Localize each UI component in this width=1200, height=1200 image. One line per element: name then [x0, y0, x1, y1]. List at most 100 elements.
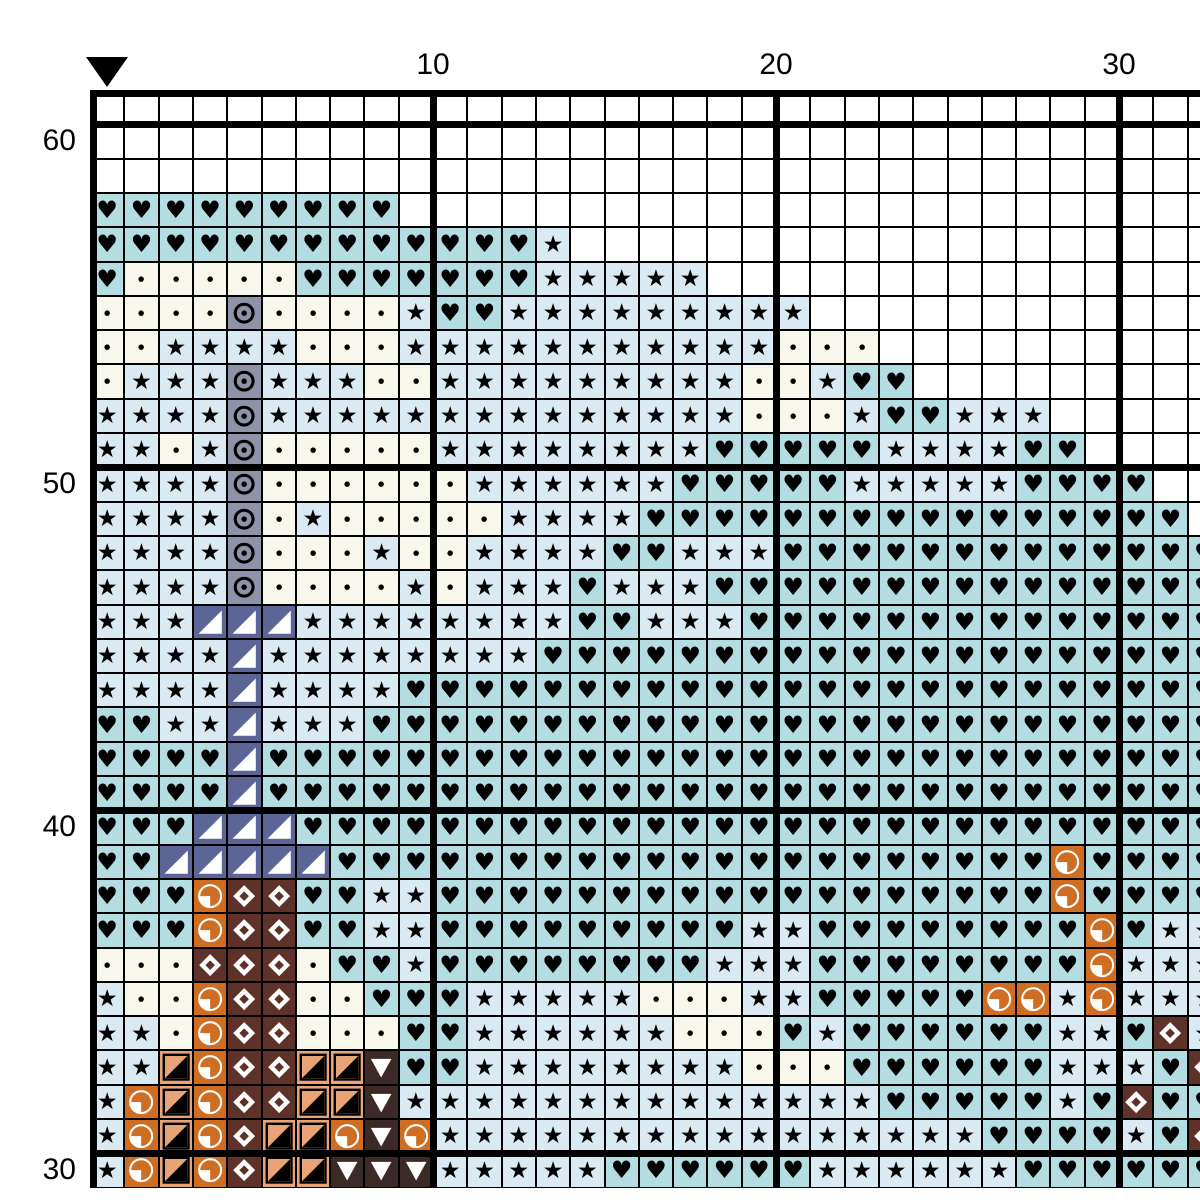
- stitch-cell[interactable]: ♥: [364, 981, 399, 1017]
- stitch-cell[interactable]: [878, 192, 914, 228]
- stitch-cell[interactable]: ★: [1153, 981, 1188, 1017]
- stitch-cell[interactable]: [467, 192, 502, 228]
- stitch-cell[interactable]: ♥: [981, 570, 1017, 605]
- stitch-cell[interactable]: ★: [433, 604, 468, 639]
- stitch-cell[interactable]: ♥: [776, 1016, 811, 1051]
- stitch-cell[interactable]: ♥: [398, 227, 433, 262]
- stitch-cell[interactable]: ♥: [741, 604, 776, 639]
- stitch-cell[interactable]: [295, 467, 331, 502]
- stitch-cell[interactable]: [604, 158, 639, 193]
- stitch-cell[interactable]: ♥: [1016, 1153, 1051, 1188]
- stitch-cell[interactable]: [741, 1016, 776, 1051]
- stitch-cell[interactable]: ★: [158, 398, 193, 433]
- stitch-cell[interactable]: [330, 1153, 365, 1188]
- stitch-cell[interactable]: ♥: [330, 947, 365, 982]
- stitch-cell[interactable]: ♥: [810, 981, 845, 1017]
- stitch-cell[interactable]: ★: [604, 330, 639, 365]
- stitch-cell[interactable]: [398, 467, 433, 502]
- stitch-cell[interactable]: ★: [364, 398, 399, 433]
- stitch-cell[interactable]: ♥: [1153, 810, 1188, 845]
- stitch-cell[interactable]: [741, 364, 776, 399]
- stitch-cell[interactable]: [1187, 501, 1200, 536]
- stitch-cell[interactable]: ♥: [878, 604, 914, 639]
- stitch-cell[interactable]: ♥: [707, 707, 742, 742]
- stitch-cell[interactable]: ♥: [604, 913, 639, 948]
- stitch-cell[interactable]: [295, 535, 331, 571]
- stitch-cell[interactable]: [981, 295, 1017, 331]
- stitch-cell[interactable]: ★: [741, 295, 776, 331]
- stitch-cell[interactable]: [810, 158, 845, 193]
- stitch-cell[interactable]: [1153, 192, 1188, 228]
- stitch-cell[interactable]: [1084, 433, 1119, 468]
- stitch-cell[interactable]: ★: [844, 467, 879, 502]
- stitch-cell[interactable]: ♥: [844, 433, 879, 468]
- stitch-cell[interactable]: ★: [570, 295, 605, 331]
- stitch-cell[interactable]: [227, 570, 262, 605]
- stitch-cell[interactable]: [433, 501, 468, 536]
- stitch-cell[interactable]: [261, 913, 296, 948]
- stitch-cell[interactable]: [810, 227, 845, 262]
- stitch-cell[interactable]: ♥: [1119, 878, 1154, 914]
- stitch-cell[interactable]: ♥: [981, 604, 1017, 639]
- stitch-cell[interactable]: [707, 192, 742, 228]
- stitch-cell[interactable]: ★: [192, 535, 228, 571]
- stitch-cell[interactable]: [707, 227, 742, 262]
- stitch-cell[interactable]: ♥: [878, 535, 914, 571]
- stitch-cell[interactable]: ♥: [673, 741, 708, 776]
- stitch-cell[interactable]: [158, 433, 193, 468]
- stitch-cell[interactable]: [1119, 364, 1154, 399]
- stitch-cell[interactable]: [192, 947, 228, 982]
- stitch-cell[interactable]: ♥: [741, 1153, 776, 1188]
- stitch-cell[interactable]: [158, 1016, 193, 1051]
- stitch-cell[interactable]: [1119, 261, 1154, 296]
- stitch-cell[interactable]: [330, 1119, 365, 1154]
- stitch-cell[interactable]: [981, 158, 1017, 193]
- stitch-cell[interactable]: ♥: [673, 707, 708, 742]
- stitch-cell[interactable]: ★: [570, 1050, 605, 1085]
- stitch-cell[interactable]: ♥: [947, 913, 982, 948]
- stitch-cell[interactable]: ★: [467, 364, 502, 399]
- stitch-cell[interactable]: ♥: [364, 810, 399, 845]
- stitch-cell[interactable]: ♥: [673, 947, 708, 982]
- stitch-cell[interactable]: ♥: [638, 741, 674, 776]
- stitch-cell[interactable]: ♥: [844, 981, 879, 1017]
- stitch-cell[interactable]: ★: [398, 398, 433, 433]
- stitch-cell[interactable]: [295, 570, 331, 605]
- stitch-cell[interactable]: ♥: [295, 261, 331, 296]
- stitch-cell[interactable]: [776, 261, 811, 296]
- stitch-cell[interactable]: ★: [158, 501, 193, 536]
- stitch-cell[interactable]: ★: [467, 570, 502, 605]
- stitch-cell[interactable]: ♥: [981, 501, 1017, 536]
- stitch-cell[interactable]: [295, 1119, 331, 1154]
- stitch-cell[interactable]: [810, 192, 845, 228]
- stitch-cell[interactable]: ★: [158, 364, 193, 399]
- stitch-cell[interactable]: [707, 981, 742, 1017]
- stitch-cell[interactable]: ★: [776, 981, 811, 1017]
- stitch-cell[interactable]: [1084, 364, 1119, 399]
- stitch-cell[interactable]: [947, 227, 982, 262]
- stitch-cell[interactable]: [124, 158, 159, 193]
- stitch-cell[interactable]: [776, 398, 811, 433]
- stitch-cell[interactable]: ♥: [1016, 1050, 1051, 1085]
- stitch-cell[interactable]: ♥: [638, 535, 674, 571]
- stitch-cell[interactable]: [398, 501, 433, 536]
- stitch-cell[interactable]: ♥: [810, 604, 845, 639]
- stitch-cell[interactable]: ♥: [501, 741, 536, 776]
- stitch-cell[interactable]: [878, 158, 914, 193]
- stitch-cell[interactable]: [227, 295, 262, 331]
- stitch-cell[interactable]: [1119, 227, 1154, 262]
- stitch-cell[interactable]: [947, 158, 982, 193]
- stitch-cell[interactable]: ♥: [467, 261, 502, 296]
- stitch-cell[interactable]: ♥: [467, 227, 502, 262]
- stitch-cell[interactable]: ★: [570, 364, 605, 399]
- stitch-cell[interactable]: ★: [638, 261, 674, 296]
- stitch-cell[interactable]: ♥: [981, 947, 1017, 982]
- stitch-cell[interactable]: [1119, 158, 1154, 193]
- stitch-cell[interactable]: ♥: [1016, 467, 1051, 502]
- stitch-cell[interactable]: ★: [947, 1119, 982, 1154]
- stitch-cell[interactable]: [261, 1153, 296, 1188]
- stitch-cell[interactable]: ♥: [295, 878, 331, 914]
- stitch-cell[interactable]: ★: [158, 330, 193, 365]
- stitch-cell[interactable]: ♥: [604, 947, 639, 982]
- stitch-cell[interactable]: ★: [1084, 1050, 1119, 1085]
